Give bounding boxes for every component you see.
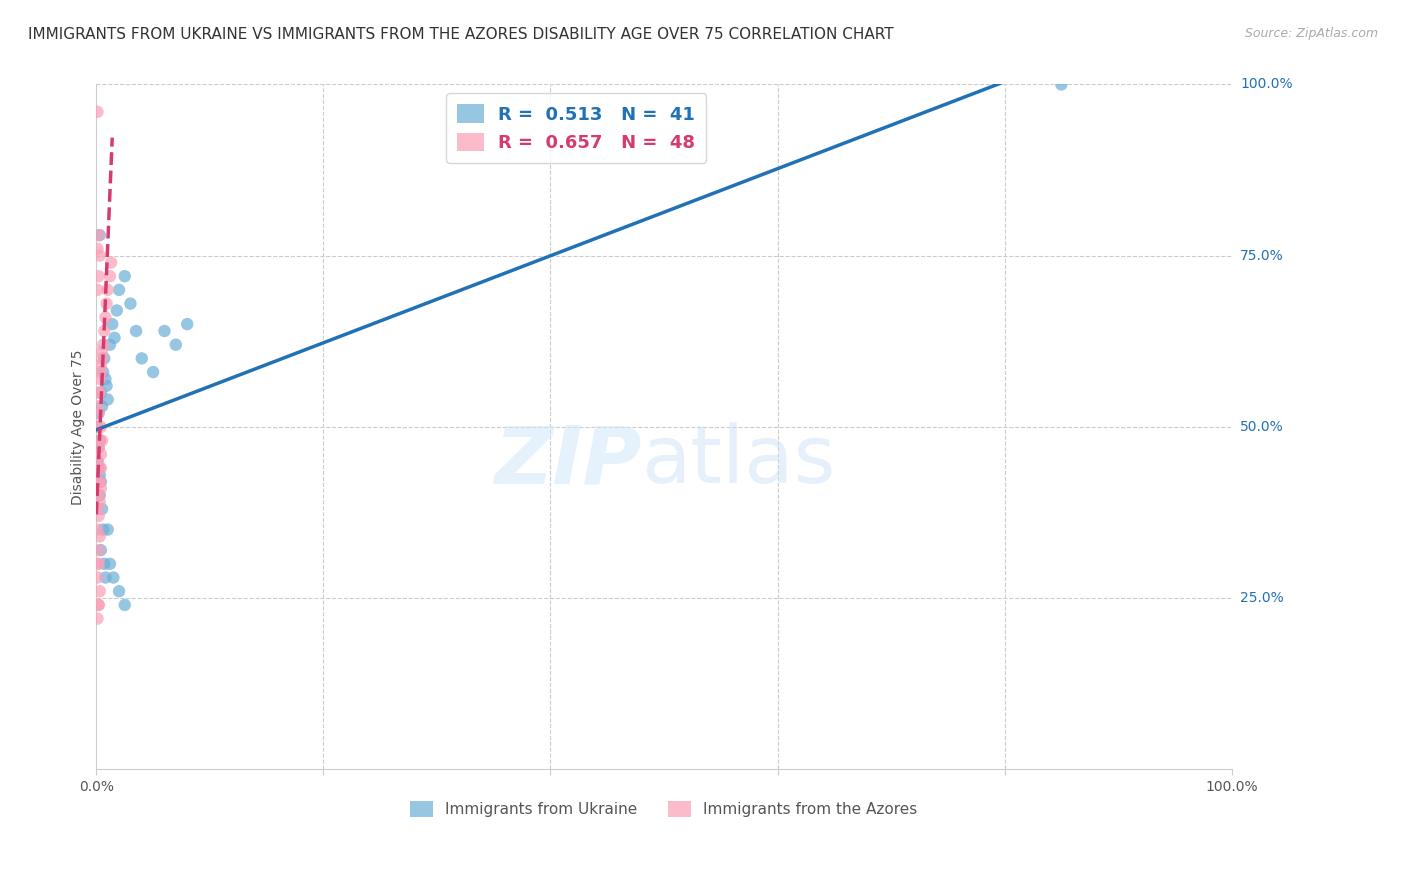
Point: [87, 406, 110, 420]
Point: [89, 475, 111, 489]
Point: [87, 441, 110, 455]
Point: [108, 584, 131, 599]
Point: [87, 508, 110, 523]
Point: [86, 570, 108, 584]
Point: [87, 488, 110, 502]
Text: atlas: atlas: [641, 422, 835, 500]
Point: [101, 317, 124, 331]
Text: 25.0%: 25.0%: [1240, 591, 1284, 605]
Point: [91, 337, 114, 351]
Point: [93, 351, 115, 366]
Point: [97, 392, 120, 407]
Point: [91, 400, 114, 414]
Point: [98, 557, 121, 571]
Point: [86, 612, 108, 626]
Point: [87, 269, 110, 284]
Point: [86, 523, 108, 537]
Point: [114, 269, 136, 284]
Point: [90, 482, 112, 496]
Point: [153, 324, 176, 338]
Point: [91, 434, 114, 448]
Point: [1050, 78, 1073, 92]
Point: [91, 502, 114, 516]
Point: [89, 434, 111, 448]
Point: [89, 385, 111, 400]
Point: [93, 557, 115, 571]
Point: [86, 400, 108, 414]
Point: [90, 475, 112, 489]
Point: [165, 337, 187, 351]
Point: [97, 283, 120, 297]
Text: 100.0%: 100.0%: [1240, 78, 1292, 92]
Point: [96, 296, 118, 310]
Point: [86, 242, 108, 256]
Point: [87, 598, 110, 612]
Point: [91, 523, 114, 537]
Point: [100, 255, 122, 269]
Text: ZIP: ZIP: [494, 422, 641, 500]
Point: [91, 365, 114, 379]
Point: [87, 406, 110, 420]
Point: [90, 420, 112, 434]
Point: [105, 303, 128, 318]
Point: [89, 249, 111, 263]
Point: [86, 454, 108, 468]
Point: [114, 598, 136, 612]
Point: [87, 228, 110, 243]
Point: [131, 351, 153, 366]
Y-axis label: Disability Age Over 75: Disability Age Over 75: [72, 349, 86, 505]
Text: Source: ZipAtlas.com: Source: ZipAtlas.com: [1244, 27, 1378, 40]
Point: [108, 283, 131, 297]
Point: [89, 488, 111, 502]
Point: [89, 495, 111, 509]
Point: [89, 372, 111, 386]
Point: [90, 365, 112, 379]
Point: [97, 523, 120, 537]
Point: [125, 324, 148, 338]
Point: [87, 557, 110, 571]
Point: [86, 454, 108, 468]
Text: IMMIGRANTS FROM UKRAINE VS IMMIGRANTS FROM THE AZORES DISABILITY AGE OVER 75 COR: IMMIGRANTS FROM UKRAINE VS IMMIGRANTS FR…: [28, 27, 894, 42]
Point: [98, 337, 121, 351]
Point: [94, 310, 117, 325]
Point: [98, 269, 121, 284]
Point: [89, 228, 111, 243]
Point: [86, 420, 108, 434]
Point: [87, 385, 110, 400]
Point: [90, 543, 112, 558]
Point: [90, 461, 112, 475]
Point: [89, 584, 111, 599]
Point: [86, 283, 108, 297]
Point: [90, 447, 112, 461]
Point: [87, 598, 110, 612]
Point: [94, 372, 117, 386]
Point: [89, 467, 111, 482]
Point: [86, 104, 108, 119]
Point: [90, 385, 112, 400]
Point: [91, 344, 114, 359]
Point: [89, 434, 111, 448]
Point: [89, 529, 111, 543]
Point: [87, 475, 110, 489]
Point: [96, 378, 118, 392]
Point: [176, 317, 198, 331]
Point: [93, 324, 115, 338]
Point: [87, 441, 110, 455]
Point: [103, 331, 125, 345]
Point: [91, 351, 114, 366]
Point: [89, 461, 111, 475]
Point: [142, 365, 165, 379]
Point: [86, 502, 108, 516]
Point: [94, 570, 117, 584]
Point: [87, 461, 110, 475]
Text: 50.0%: 50.0%: [1240, 420, 1284, 434]
Point: [120, 296, 142, 310]
Text: 75.0%: 75.0%: [1240, 249, 1284, 262]
Legend: Immigrants from Ukraine, Immigrants from the Azores: Immigrants from Ukraine, Immigrants from…: [404, 795, 924, 823]
Point: [86, 557, 108, 571]
Point: [86, 420, 108, 434]
Point: [90, 358, 112, 372]
Point: [87, 543, 110, 558]
Point: [103, 570, 125, 584]
